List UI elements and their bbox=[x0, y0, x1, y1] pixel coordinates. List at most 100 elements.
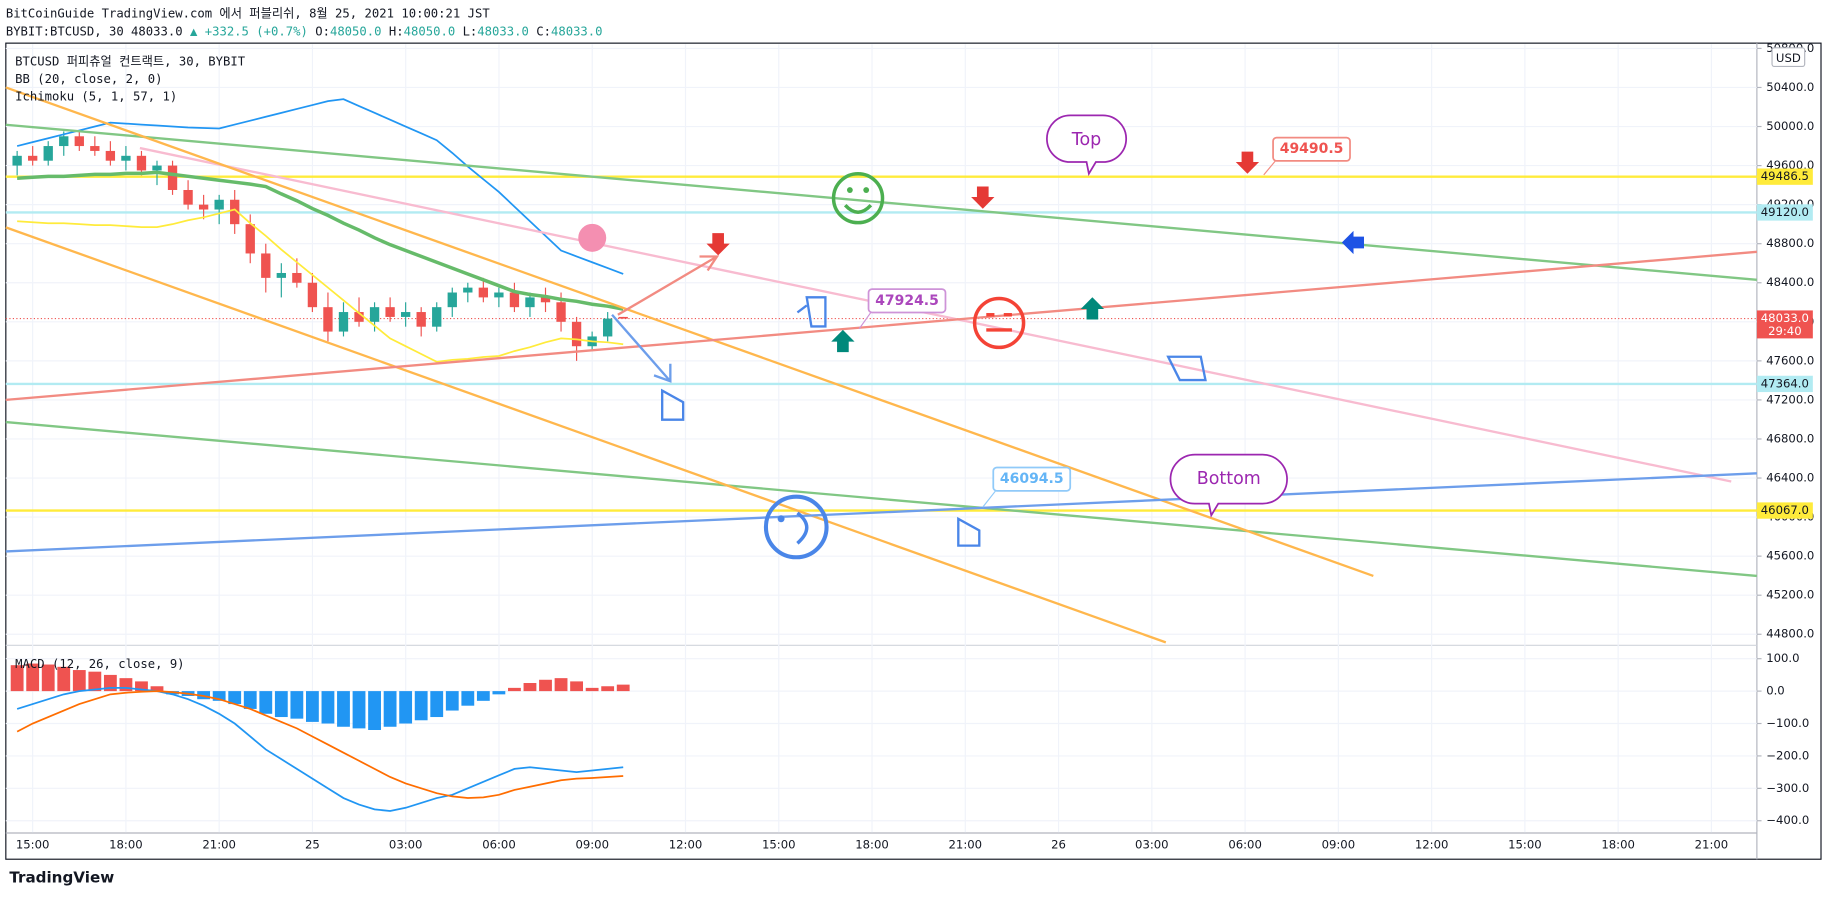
change: ▲ +332.5 (+0.7%) bbox=[190, 24, 308, 38]
face-mouth bbox=[796, 511, 809, 545]
histogram-bar bbox=[150, 686, 164, 692]
y-tick-label: 47200.0 bbox=[1766, 392, 1814, 406]
histogram-bar bbox=[274, 691, 288, 718]
h-label: H: bbox=[389, 24, 404, 38]
mascot-icon bbox=[578, 223, 607, 252]
indicator-line bbox=[16, 690, 624, 799]
price-tag-label: 48033.0 bbox=[1761, 311, 1809, 325]
candle-body bbox=[90, 146, 100, 151]
x-tick-label: 15:00 bbox=[1508, 838, 1542, 852]
y-tick-label: 47600.0 bbox=[1766, 353, 1814, 367]
c-label: C: bbox=[536, 24, 551, 38]
histogram-bar bbox=[430, 691, 444, 718]
candle-body bbox=[276, 272, 286, 278]
price-tag-label: 49120.0 bbox=[1761, 205, 1809, 219]
y-tick-label: −400.0 bbox=[1766, 813, 1809, 827]
price-tag bbox=[1756, 502, 1813, 519]
price-label-box bbox=[992, 466, 1072, 492]
histogram-bar bbox=[570, 681, 584, 692]
currency: USD bbox=[1776, 51, 1801, 65]
candle-body bbox=[292, 272, 302, 283]
trend-line bbox=[5, 420, 1757, 578]
c-value: 48033.0 bbox=[551, 24, 603, 38]
x-tick-label: 06:00 bbox=[1228, 838, 1262, 852]
header-line: BitCoinGuide TradingView.com 에서 퍼블리쉬, 8월… bbox=[6, 7, 491, 21]
price-label: 49490.5 bbox=[1280, 141, 1344, 157]
candle-body bbox=[28, 155, 38, 161]
candle-body bbox=[43, 146, 53, 161]
eye bbox=[863, 187, 870, 193]
x-tick-label: 21:00 bbox=[949, 838, 983, 852]
candle-body bbox=[323, 307, 333, 332]
candle-body bbox=[74, 136, 84, 147]
callout-bottom bbox=[1169, 453, 1288, 518]
candle-body bbox=[603, 318, 613, 337]
x-tick-label: 03:00 bbox=[1135, 838, 1169, 852]
histogram-bar bbox=[476, 691, 490, 701]
hand-icon bbox=[957, 516, 981, 547]
logo: TradingView bbox=[9, 868, 114, 886]
price-tag bbox=[1756, 310, 1813, 339]
histogram-bar bbox=[399, 691, 413, 724]
x-tick-label: 12:00 bbox=[669, 838, 703, 852]
price-label-box bbox=[1272, 136, 1351, 162]
histogram-bar bbox=[445, 691, 459, 711]
currency-box bbox=[1771, 47, 1806, 68]
h-value: 48050.0 bbox=[404, 24, 456, 38]
histogram-bar bbox=[539, 679, 552, 692]
histogram-bar bbox=[57, 666, 71, 692]
candle-body bbox=[307, 282, 318, 308]
histogram-bar bbox=[616, 684, 630, 692]
frame bbox=[5, 42, 1822, 860]
candle-body bbox=[494, 292, 504, 298]
y-tick-label: −100.0 bbox=[1766, 716, 1809, 730]
y-tick-label: 50400.0 bbox=[1766, 80, 1814, 94]
price-label-pointer bbox=[858, 312, 872, 330]
y-tick-label: 50000.0 bbox=[1766, 119, 1814, 133]
x-tick-label: 03:00 bbox=[389, 838, 423, 852]
chart-layer: 44800.045200.045600.046000.046400.046800… bbox=[5, 41, 1814, 852]
x-tick-label: 26 bbox=[1051, 838, 1066, 852]
x-tick-label: 15:00 bbox=[762, 838, 796, 852]
histogram-bar bbox=[72, 670, 86, 692]
y-tick-label: −300.0 bbox=[1766, 781, 1809, 795]
candle-body bbox=[12, 155, 22, 166]
countdown: 29:40 bbox=[1768, 324, 1802, 338]
candle-body bbox=[245, 224, 255, 254]
x-tick-label: 12:00 bbox=[1415, 838, 1449, 852]
down-arrow bbox=[706, 233, 730, 256]
price-label: 46094.5 bbox=[1000, 471, 1064, 487]
histogram-bar bbox=[352, 691, 366, 729]
arrow bbox=[611, 314, 672, 383]
candle-body bbox=[105, 150, 116, 161]
histogram-bar bbox=[368, 691, 381, 730]
indicator-line bbox=[16, 686, 624, 812]
smiley-mouth bbox=[843, 203, 873, 214]
indicator-line bbox=[17, 170, 624, 311]
callout-text: Bottom bbox=[1197, 469, 1261, 489]
o-value: 48050.0 bbox=[330, 24, 382, 38]
histogram-bar bbox=[290, 691, 304, 719]
candle-body bbox=[152, 165, 162, 171]
trend-line bbox=[5, 226, 1167, 644]
candle-body bbox=[338, 312, 349, 332]
callout-top bbox=[1046, 114, 1127, 177]
macd-title: MACD (12, 26, close, 9) bbox=[15, 657, 184, 671]
candle-body bbox=[447, 292, 457, 308]
up-arrow bbox=[831, 329, 855, 353]
y-tick-label: 0.0 bbox=[1766, 684, 1785, 698]
candle-body bbox=[136, 155, 147, 171]
y-tick-label: 46400.0 bbox=[1766, 471, 1814, 485]
x-tick-label: 21:00 bbox=[1695, 838, 1729, 852]
histogram-bar bbox=[383, 691, 397, 727]
legend-item: BB (20, close, 2, 0) bbox=[15, 72, 162, 86]
candle-body bbox=[230, 199, 240, 225]
histogram-bar bbox=[228, 691, 242, 705]
candle-body bbox=[261, 253, 271, 278]
candle-body bbox=[556, 302, 566, 322]
candle-body bbox=[369, 307, 380, 322]
x-tick-label: 18:00 bbox=[855, 838, 889, 852]
candle-body bbox=[167, 165, 178, 190]
x-tick-label: 06:00 bbox=[482, 838, 516, 852]
histogram-bar bbox=[337, 691, 350, 727]
